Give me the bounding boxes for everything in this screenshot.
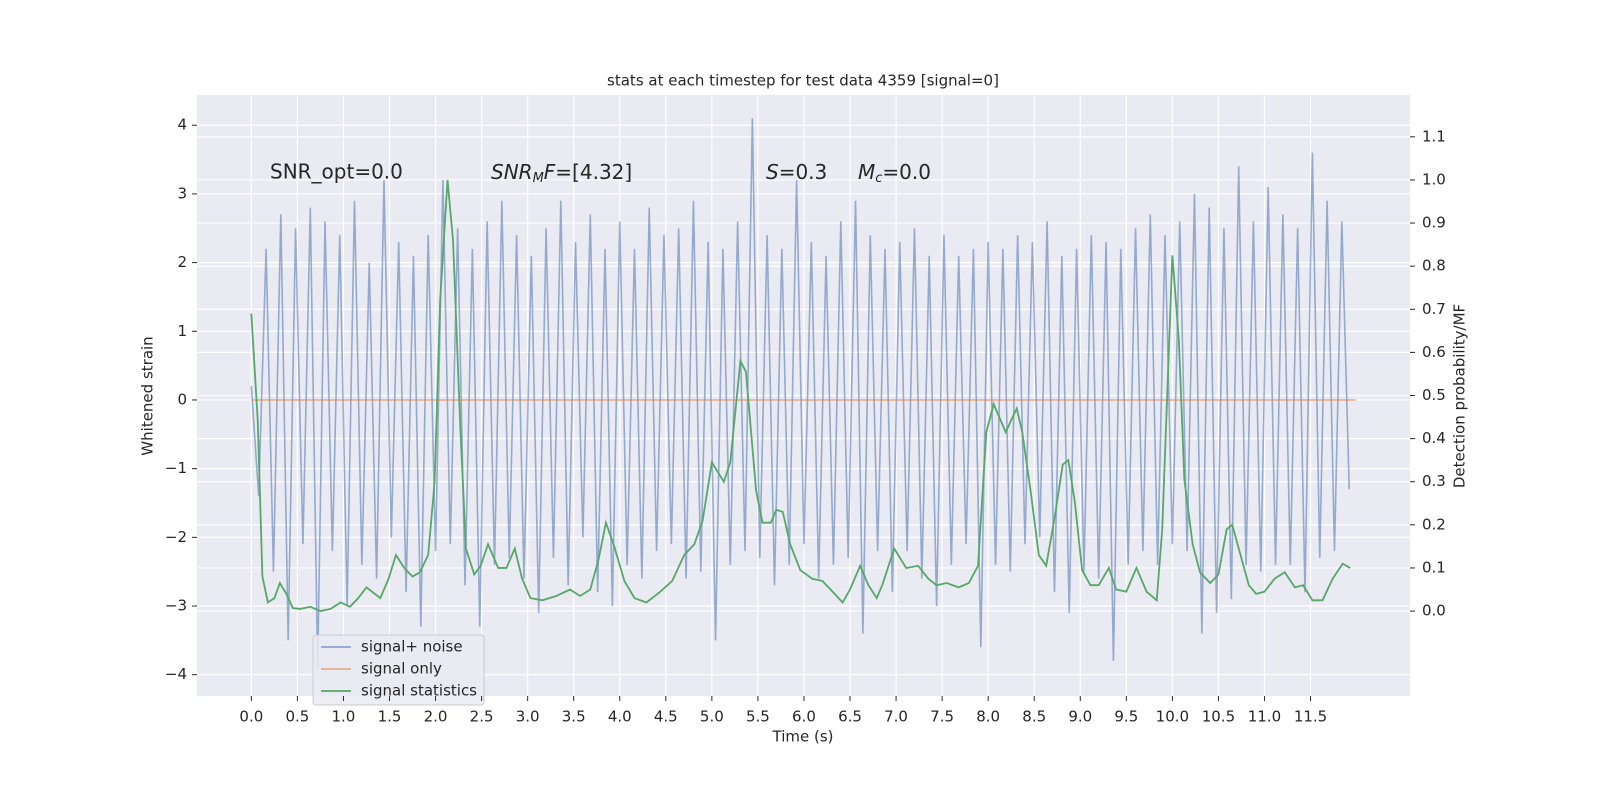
- y2-tick-label: 0.6: [1422, 343, 1446, 361]
- x-tick-label: 7.5: [930, 708, 954, 726]
- y2-tick-label: 1.1: [1422, 127, 1446, 145]
- y2-tick-label: 1.0: [1422, 170, 1446, 188]
- y-tick-label: 0: [177, 390, 187, 408]
- y-tick-label: −1: [165, 459, 187, 477]
- x-tick-label: 11.5: [1294, 708, 1327, 726]
- y-tick-label: 2: [177, 253, 187, 271]
- x-tick-label: 2.5: [470, 708, 494, 726]
- x-tick-label: 7.0: [884, 708, 908, 726]
- legend-box: [312, 634, 485, 706]
- annotation-part: M: [858, 160, 875, 184]
- y2-tick-label: 0.7: [1422, 300, 1446, 318]
- x-tick-label: 8.0: [976, 708, 1000, 726]
- annotation: SNRMF=[4.32]: [491, 160, 632, 186]
- y2-tick-label: 0.0: [1422, 602, 1446, 620]
- annotation-part: =0.0: [882, 160, 931, 184]
- x-tick-label: 1.0: [332, 708, 356, 726]
- y2-tick-label: 0.2: [1422, 515, 1446, 533]
- x-tick-label: 2.0: [424, 708, 448, 726]
- x-tick-label: 9.0: [1068, 708, 1092, 726]
- x-tick-label: 10.5: [1202, 708, 1235, 726]
- y2-axis-label: Detection probability/MF: [1451, 304, 1469, 488]
- y-tick-label: −4: [165, 665, 187, 683]
- y2-tick-label: 0.1: [1422, 558, 1446, 576]
- annotation: S=0.3: [766, 160, 827, 184]
- x-tick-label: 9.5: [1114, 708, 1138, 726]
- x-tick-label: 10.0: [1156, 708, 1189, 726]
- x-tick-label: 6.5: [838, 708, 862, 726]
- x-tick-label: 0.0: [239, 708, 263, 726]
- annotation-part: =[4.32]: [555, 160, 632, 184]
- x-tick-label: 3.0: [516, 708, 540, 726]
- legend: signal+ noise signal only signal statistic…: [312, 634, 485, 706]
- y-tick-label: 1: [177, 322, 187, 340]
- y-tick-label: 4: [177, 116, 187, 134]
- y2-tick-label: 0.5: [1422, 386, 1446, 404]
- y-axis-label: Whitened strain: [139, 336, 157, 455]
- x-tick-label: 6.0: [792, 708, 816, 726]
- legend-label: signal statistics: [361, 682, 477, 700]
- y2-tick-label: 0.4: [1422, 429, 1446, 447]
- y2-tick-label: 0.8: [1422, 257, 1446, 275]
- y-tick-label: −3: [165, 597, 187, 615]
- annotation-part: M: [533, 171, 544, 186]
- annotation: Mc=0.0: [858, 160, 931, 186]
- x-tick-label: 5.0: [700, 708, 724, 726]
- x-tick-label: 1.5: [378, 708, 402, 726]
- x-tick-label: 5.5: [746, 708, 770, 726]
- chart-title: stats at each timestep for test data 435…: [607, 72, 999, 90]
- y-tick-label: −2: [165, 528, 187, 546]
- x-tick-label: 8.5: [1022, 708, 1046, 726]
- lines: [250, 118, 1356, 668]
- x-tick-label: 0.5: [285, 708, 309, 726]
- annotation-part: =0.3: [779, 160, 828, 184]
- y2-tick-label: 0.3: [1422, 472, 1446, 490]
- x-axis-label: Time (s): [772, 728, 834, 746]
- legend-label: signal only: [361, 660, 442, 678]
- annotation-part: c: [875, 171, 882, 186]
- series-line: [250, 118, 1351, 668]
- annotation-part: S: [766, 160, 779, 184]
- y2-tick-label: 0.9: [1422, 214, 1446, 232]
- legend-label: signal+ noise: [361, 638, 463, 656]
- annotation-part: SNR: [491, 160, 533, 184]
- annotation: SNR_opt=0.0: [270, 160, 403, 184]
- y-tick-label: 3: [177, 184, 187, 202]
- annotation-part: F: [544, 160, 556, 184]
- series-line: [250, 179, 1351, 613]
- x-tick-label: 4.5: [654, 708, 678, 726]
- x-tick-label: 3.5: [562, 708, 586, 726]
- x-tick-label: 11.0: [1248, 708, 1281, 726]
- x-tick-label: 4.0: [608, 708, 632, 726]
